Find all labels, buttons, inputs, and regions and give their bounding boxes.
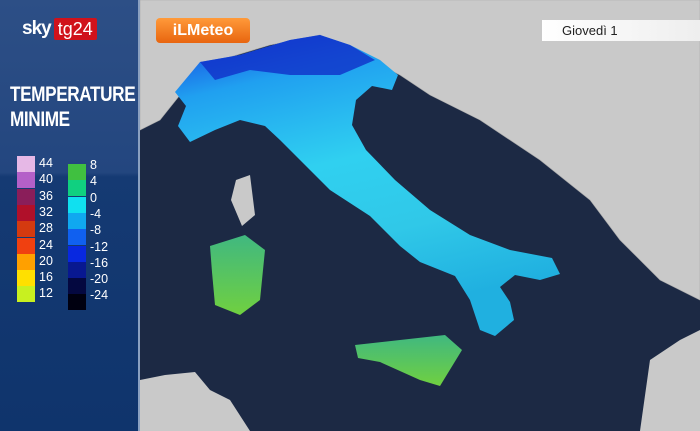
legend-swatch [17,221,35,238]
italy-mainland [175,35,560,336]
legend-label: 8 [90,158,97,172]
date-label: Giovedì 1 [542,20,700,41]
ilmeteo-logo: iLMeteo [156,18,250,43]
legend-swatch [68,212,86,229]
northern-land [140,0,700,301]
legend-label: 4 [90,174,97,189]
legend-swatch [17,204,35,221]
legend-swatch [68,278,86,295]
legend-label: -8 [90,223,102,238]
legend-swatch [68,294,86,311]
legend-swatch [17,270,35,287]
legend-swatch [68,196,86,213]
legend-swatch [68,245,86,262]
legend-swatch [17,156,35,172]
corsica [231,175,255,226]
sicily [355,335,462,386]
legend-swatch [17,188,35,205]
skytg24-logo: sky tg24 [22,18,97,40]
legend-swatch [17,253,35,270]
legend-label: 32 [39,204,53,219]
tg24-logo-text: tg24 [53,18,97,40]
legend-label: -24 [90,288,109,303]
legend-label: -16 [90,255,109,270]
legend-label: 28 [39,221,53,236]
legend-label: 16 [39,270,53,285]
temperature-map [140,0,700,431]
legend-label: 20 [39,253,53,268]
africa-land [140,372,250,431]
title-line-1: TEMPERATURE [10,83,136,106]
alps-cold [200,35,375,80]
legend-swatch [17,286,35,303]
title-line-2: MINIME [10,108,70,131]
legend-label: 24 [39,237,53,252]
legend-label: 0 [90,190,97,205]
legend-swatch [68,229,86,246]
legend-label: -12 [90,239,109,254]
legend-label: -4 [90,206,102,221]
sky-logo-text: sky [22,18,52,39]
legend-label: 12 [39,286,53,301]
legend-swatch [68,164,86,180]
legend-title: TEMPERATURE MINIME [10,82,136,132]
legend-swatch [17,237,35,254]
legend-label: 44 [39,156,53,170]
sardinia [210,235,265,315]
legend-swatch [68,261,86,278]
legend-label: -20 [90,272,109,287]
side-panel: sky tg24 TEMPERATURE MINIME 44 40 36 32 28 24… [0,0,140,431]
legend-label: 36 [39,188,53,203]
legend-label: 40 [39,172,53,187]
greece-land [640,330,700,431]
legend-swatch [17,172,35,189]
legend-swatch [68,180,86,197]
